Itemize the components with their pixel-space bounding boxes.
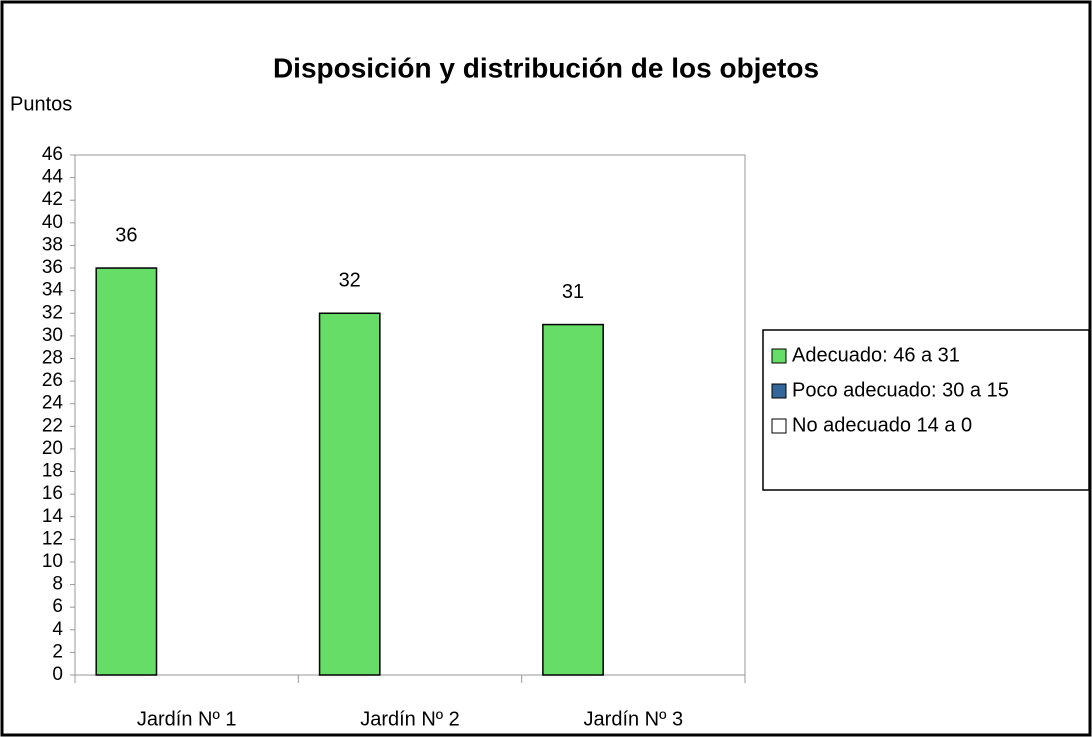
data-label: 31 [562, 281, 584, 303]
y-tick-label: 34 [42, 280, 64, 301]
y-axis-label: Puntos [10, 93, 72, 115]
bar [542, 323, 604, 676]
y-tick-label: 32 [42, 302, 63, 323]
y-tick-label: 0 [52, 664, 63, 685]
chart-title: Disposición y distribución de los objeto… [273, 52, 819, 83]
x-tick-label: Jardín Nº 1 [137, 708, 237, 730]
y-tick-label: 46 [42, 144, 63, 165]
y-tick-label: 8 [52, 574, 63, 595]
y-tick-label: 42 [42, 189, 63, 210]
y-tick-label: 40 [42, 212, 63, 233]
y-tick-label: 44 [42, 167, 64, 188]
y-tick-label: 36 [42, 257, 63, 278]
legend-label: Adecuado: 46 a 31 [792, 344, 960, 366]
bar [318, 312, 381, 676]
legend-swatch [771, 348, 787, 364]
y-tick-label: 26 [42, 370, 63, 391]
y-tick-label: 14 [42, 506, 64, 527]
y-tick-label: 24 [42, 393, 64, 414]
y-tick-label: 10 [42, 551, 63, 572]
y-tick-label: 2 [52, 641, 63, 662]
y-tick-label: 6 [52, 596, 63, 617]
y-tick-label: 4 [52, 619, 63, 640]
data-label: 36 [115, 224, 137, 246]
x-tick-label: Jardín Nº 3 [584, 708, 684, 730]
y-tick-label: 18 [42, 461, 63, 482]
y-tick-label: 30 [42, 325, 63, 346]
y-tick-label: 38 [42, 234, 63, 255]
legend [762, 329, 1090, 491]
y-tick-label: 20 [42, 438, 63, 459]
plot-area [74, 154, 746, 676]
bar [95, 267, 158, 676]
data-label: 32 [339, 270, 361, 292]
legend-label: No adecuado 14 a 0 [792, 414, 972, 436]
legend-swatch [771, 383, 787, 399]
y-tick-label: 22 [42, 415, 63, 436]
y-tick-label: 16 [42, 483, 63, 504]
y-tick-label: 12 [42, 528, 63, 549]
x-tick-label: Jardín Nº 2 [360, 708, 460, 730]
legend-label: Poco adecuado: 30 a 15 [792, 379, 1009, 401]
y-tick-label: 28 [42, 347, 63, 368]
legend-swatch [771, 418, 787, 434]
